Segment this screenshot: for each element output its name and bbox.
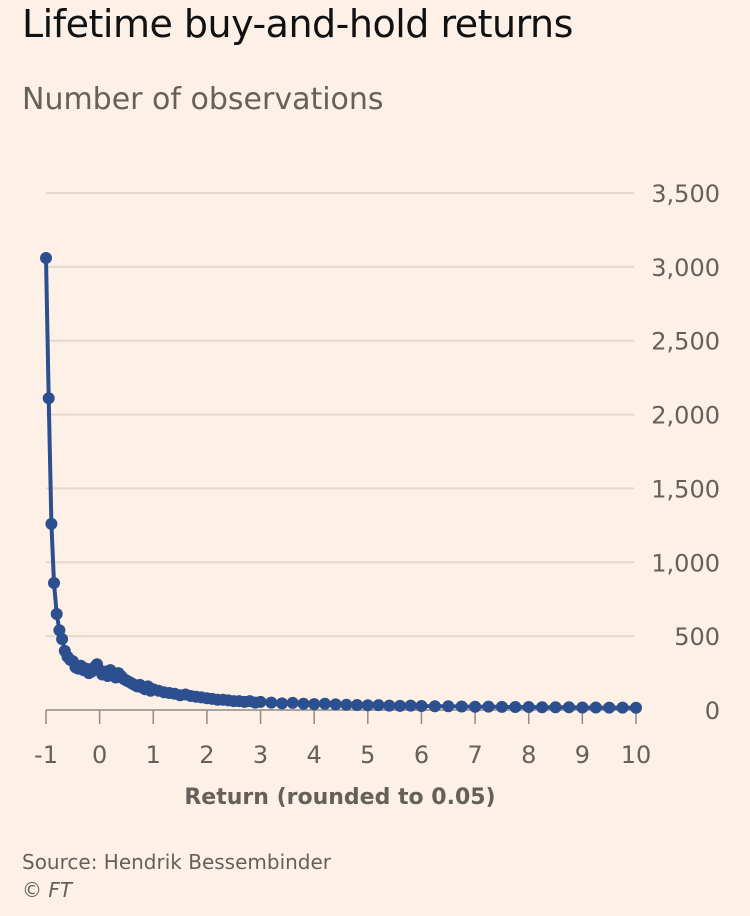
data-point — [340, 698, 353, 711]
copyright-note: © FT — [22, 878, 72, 902]
y-tick-label: 1,000 — [651, 549, 720, 577]
source-note: Source: Hendrik Bessembinder — [22, 850, 332, 874]
data-point — [442, 700, 455, 713]
y-tick-label: 2,000 — [651, 402, 720, 430]
data-point — [589, 701, 602, 714]
y-tick-label: 0 — [705, 697, 720, 725]
data-point — [372, 699, 385, 712]
data-point — [45, 517, 58, 530]
data-point — [536, 701, 549, 714]
series-line — [44, 256, 638, 710]
x-tick-label: 0 — [92, 741, 107, 769]
data-point — [603, 701, 616, 714]
data-point — [482, 700, 495, 713]
data-point — [576, 701, 589, 714]
x-axis-title: Return (rounded to 0.05) — [184, 785, 495, 810]
x-tick-label: 4 — [307, 741, 322, 769]
data-point — [428, 700, 441, 713]
chart-subtitle: Number of observations — [22, 82, 384, 117]
data-point — [495, 700, 508, 713]
x-tick-label: 2 — [199, 741, 214, 769]
copyright-brand: FT — [48, 878, 73, 902]
x-tick-label: 10 — [621, 741, 652, 769]
data-point — [415, 700, 428, 712]
data-point — [56, 633, 69, 646]
x-tick-label: 8 — [521, 741, 536, 769]
data-point — [509, 701, 522, 713]
x-axis-labels: -1 0 1 2 3 4 5 6 7 8 9 10 — [34, 741, 651, 769]
data-point — [455, 700, 468, 713]
data-point — [616, 701, 629, 714]
data-point — [48, 577, 60, 589]
data-point — [40, 252, 52, 264]
y-tick-label: 1,500 — [651, 475, 720, 503]
data-point — [308, 698, 321, 711]
data-point — [563, 701, 575, 714]
x-tick-label: 3 — [253, 741, 268, 769]
data-point — [549, 701, 562, 714]
data-point — [522, 701, 535, 713]
x-tick-label: -1 — [34, 741, 58, 769]
x-tick-label: 6 — [414, 741, 429, 769]
data-point — [265, 696, 278, 709]
data-point — [297, 697, 310, 710]
y-tick-label: 3,500 — [651, 180, 720, 208]
data-point — [351, 699, 364, 711]
y-tick-label: 3,000 — [651, 254, 720, 282]
data-point — [318, 697, 331, 710]
data-point — [254, 695, 267, 708]
data-point — [286, 696, 299, 709]
data-point — [630, 701, 642, 714]
data-point — [50, 608, 63, 620]
y-tick-label: 500 — [674, 623, 720, 651]
data-point — [276, 697, 288, 710]
data-point — [361, 699, 374, 712]
data-point — [404, 699, 417, 712]
data-point — [383, 699, 396, 712]
x-tick-label: 9 — [575, 741, 590, 769]
x-axis-ticks — [45, 710, 637, 724]
data-series — [40, 252, 642, 714]
data-point — [469, 700, 482, 713]
data-point — [394, 699, 406, 712]
x-tick-label: 1 — [146, 741, 161, 769]
copyright-symbol: © — [22, 878, 42, 902]
y-axis-labels: 0 500 1,000 1,500 2,000 2,500 3,000 3,500 — [651, 180, 720, 725]
x-tick-label: 5 — [360, 741, 375, 769]
x-tick-label: 7 — [467, 741, 482, 769]
chart-title: Lifetime buy-and-hold returns — [22, 2, 573, 46]
data-point — [329, 698, 342, 711]
grid-lines — [46, 192, 634, 711]
data-point — [42, 392, 55, 405]
y-tick-label: 2,500 — [651, 328, 720, 356]
